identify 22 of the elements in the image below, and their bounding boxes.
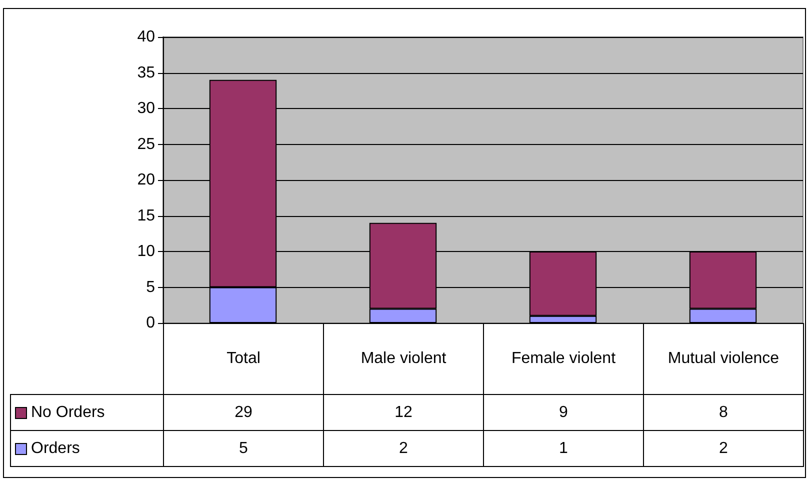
legend-label: No Orders	[30, 404, 105, 422]
y-tick-label: 35	[137, 64, 156, 82]
data-label: 29	[163, 394, 324, 431]
data-label: 2	[643, 430, 804, 467]
data-label: 12	[323, 394, 484, 431]
x-tick-label: Mutual violence	[643, 323, 804, 395]
x-tick-label: Female violent	[483, 323, 644, 395]
data-label: 8	[643, 394, 804, 431]
y-tick-label: 30	[137, 100, 156, 117]
x-tick-label: Total	[163, 323, 324, 395]
y-tick-label: 0	[146, 314, 156, 332]
data-label: 1	[483, 430, 644, 467]
data-label: 9	[483, 394, 644, 431]
y-tick-label: 10	[137, 243, 156, 260]
y-tick-label: 40	[137, 28, 156, 46]
y-tick-label: 25	[137, 136, 156, 153]
y-tick-label: 15	[137, 207, 156, 224]
x-tick-label: Male violent	[323, 323, 484, 395]
y-tick-label: 20	[137, 172, 156, 188]
legend-label: Orders	[30, 440, 80, 458]
y-tick-label: 5	[146, 278, 156, 296]
data-label: 2	[323, 430, 484, 467]
